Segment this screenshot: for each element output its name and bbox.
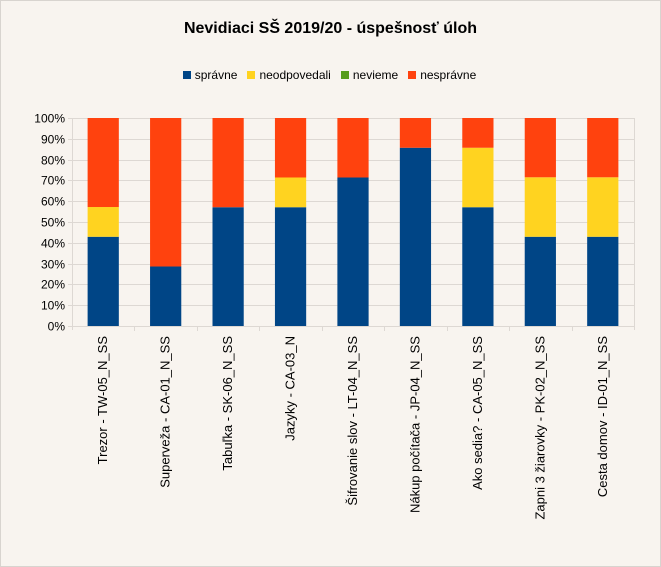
y-tick-label: 50%: [41, 216, 65, 230]
bar-segment: [462, 207, 494, 326]
x-tick-label: Superveža - CA-01_N_SS: [158, 336, 173, 488]
legend-item-nevieme: nevieme: [340, 68, 399, 82]
bar-segment: [212, 207, 244, 326]
legend: správne neodpovedali nevieme nesprávne: [0, 68, 661, 82]
x-tick-label: Cesta domov - ID-01_N_SS: [595, 336, 610, 497]
x-tick-label: Ako sedia? - CA-05_N_SS: [470, 336, 485, 490]
x-tick-label: Šifrovanie slov - LT-04_N_SS: [345, 336, 360, 506]
bar-segment: [524, 118, 556, 178]
bar-segment: [150, 118, 182, 267]
x-tick-label: Trezor - TW-05_N_SS: [95, 336, 110, 465]
y-tick-label: 40%: [41, 237, 65, 251]
bar-segment: [462, 118, 494, 148]
legend-label: nevieme: [352, 68, 399, 82]
legend-swatch: [247, 71, 256, 79]
bar-segment: [524, 236, 556, 326]
legend-swatch: [340, 71, 349, 79]
y-tick-label: 0%: [48, 320, 66, 334]
x-tick-label: Tabuľka - SK-06_N_SS: [220, 336, 235, 471]
bar-segment: [274, 207, 307, 326]
bar-segment: [150, 266, 182, 326]
bar-segment: [399, 147, 432, 326]
bar-segment: [87, 236, 119, 326]
legend-label: nesprávne: [420, 68, 477, 82]
y-tick-label: 90%: [41, 133, 65, 147]
bar-segment: [337, 177, 369, 326]
legend-item-neodpovedali: neodpovedali: [247, 68, 331, 82]
legend-item-spravne: správne: [182, 68, 238, 82]
y-tick-label: 10%: [41, 299, 65, 313]
bar-segment: [87, 118, 119, 208]
y-tick-label: 100%: [34, 112, 65, 126]
x-tick-label: Zapni 3 žiarovky - PK-02_N_SS: [532, 336, 547, 520]
bar-segment: [462, 147, 494, 208]
x-tick-label: Nákup počítača - JP-04_N_SS: [407, 336, 422, 513]
bar-segment: [274, 177, 307, 208]
legend-label: neodpovedali: [259, 68, 331, 82]
y-tick-label: 70%: [41, 174, 65, 188]
bar-segment: [587, 118, 619, 178]
x-tick-label: Jazyky - CA-03_N: [283, 336, 298, 441]
bar-segment: [212, 118, 244, 208]
bar-segment: [87, 207, 119, 237]
bar-segment: [399, 118, 432, 148]
chart-title: Nevidiaci SŠ 2019/20 - úspešnosť úloh: [183, 20, 478, 37]
bar-segment: [587, 236, 619, 326]
bar-segment: [524, 177, 556, 237]
bar-segment: [587, 177, 619, 237]
legend-item-nespravne: nesprávne: [408, 68, 476, 82]
legend-label: správne: [194, 68, 238, 82]
bar-segment: [337, 118, 369, 178]
bar-segment: [274, 118, 307, 178]
y-tick-label: 20%: [41, 278, 65, 292]
y-tick-label: 60%: [41, 195, 65, 209]
y-tick-label: 80%: [41, 154, 65, 168]
y-tick-label: 30%: [41, 258, 65, 272]
legend-swatch: [408, 71, 417, 79]
legend-swatch: [182, 71, 191, 79]
